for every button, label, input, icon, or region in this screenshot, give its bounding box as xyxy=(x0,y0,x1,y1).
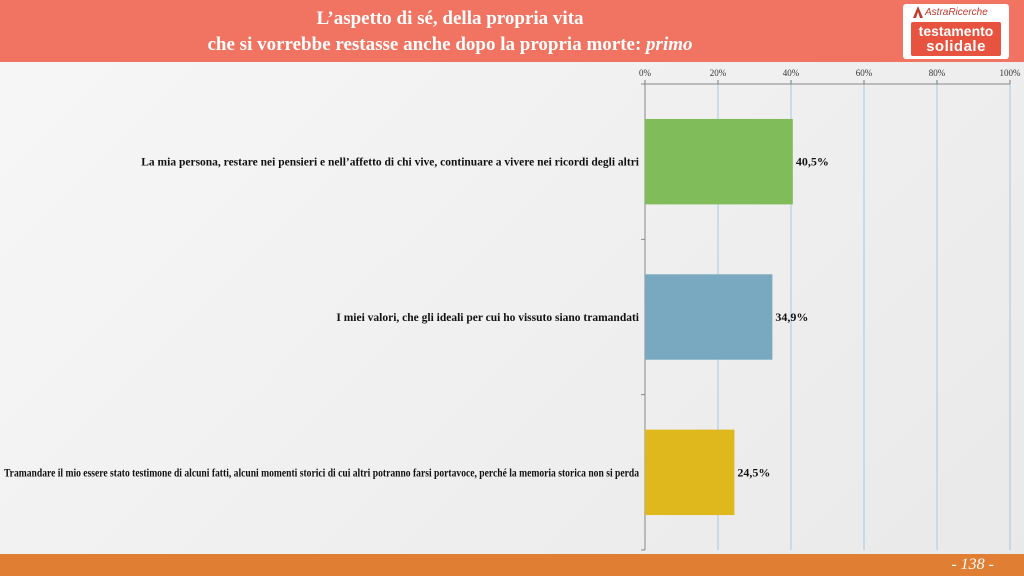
logo-word-testamento: testamento xyxy=(918,23,994,39)
x-tick-label: 20% xyxy=(710,68,727,78)
logo-word-solidale: solidale xyxy=(926,38,986,55)
x-tick-label: 100% xyxy=(1000,68,1022,78)
slide-title-line2: che si vorrebbe restasse anche dopo la p… xyxy=(0,34,900,56)
slide-title-line2-text: che si vorrebbe restasse anche dopo la p… xyxy=(207,34,642,55)
x-tick-label: 0% xyxy=(639,68,652,78)
slide-title-emphasis: primo xyxy=(646,34,693,55)
logo-brand-text: AstraRicerche xyxy=(925,7,988,18)
testamento-solidale-logo: AstraRicerche testamento solidale xyxy=(903,4,1009,59)
category-label-3: Tramandare il mio essere stato testimone… xyxy=(4,467,639,479)
x-tick-label: 80% xyxy=(929,68,946,78)
category-label-1: La mia persona, restare nei pensieri e n… xyxy=(141,157,640,169)
bar-1 xyxy=(645,118,793,205)
x-tick-label: 40% xyxy=(783,68,800,78)
slide-title-line1: L’aspetto di sé, della propria vita xyxy=(316,8,584,29)
page-number: - 138 - xyxy=(951,556,994,573)
chart-bars xyxy=(645,118,793,516)
data-label-3: 24,5% xyxy=(737,465,770,479)
chart-labels: 40,5% La mia persona, restare nei pensier… xyxy=(4,155,829,480)
slide-footer: - 138 - xyxy=(0,554,1024,576)
astra-logo-icon xyxy=(913,6,923,18)
slide-header: L’aspetto di sé, della propria vita che … xyxy=(0,0,1024,62)
bar-2 xyxy=(645,274,773,360)
data-label-1: 40,5% xyxy=(796,155,829,169)
x-tick-label: 60% xyxy=(856,68,873,78)
category-label-2: I miei valori, che gli ideali per cui ho… xyxy=(336,312,639,324)
bar-chart: 0% 20% 40% 60% 80% 100% 40,5% La mia persona, … xyxy=(4,68,1022,551)
data-label-2: 34,9% xyxy=(775,310,808,324)
bar-3 xyxy=(645,429,735,516)
logo-badge: testamento solidale xyxy=(911,22,1001,56)
